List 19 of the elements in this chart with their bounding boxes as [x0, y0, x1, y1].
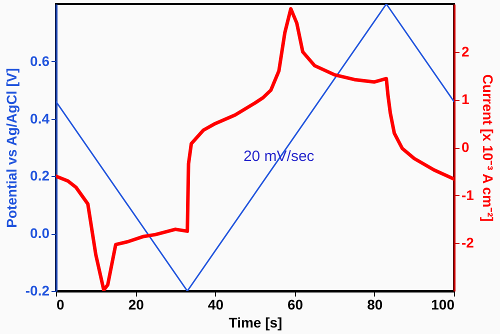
y2-tick-label: -1: [462, 186, 474, 203]
y-tick-label: 0.4: [30, 110, 50, 126]
y-tick-label: -0.2: [25, 282, 50, 298]
y2-tick-label: 1: [462, 91, 470, 108]
x-tick-label: 40: [208, 296, 224, 312]
x-tick-label: 80: [367, 296, 383, 312]
y2-tick-label: -2: [462, 234, 474, 251]
x-tick-label: 100: [431, 296, 455, 312]
x-tick-label: 60: [288, 296, 304, 312]
y2-tick-label: 0: [462, 139, 470, 155]
y2-tick-label: 2: [462, 43, 470, 60]
y2-axis-title: Current [x 10⁻³ A cm⁻²]: [480, 74, 496, 222]
x-tick-label: 0: [56, 296, 64, 312]
y-tick-label: 0.0: [30, 225, 50, 242]
x-axis-title: Time [s]: [228, 314, 282, 330]
y-axis-title: Potential vs Ag/AgCl [V]: [3, 68, 20, 228]
x-tick-label: 20: [128, 296, 144, 312]
y-tick-label: 0.6: [30, 52, 50, 69]
y-tick-label: 0.2: [30, 168, 50, 184]
